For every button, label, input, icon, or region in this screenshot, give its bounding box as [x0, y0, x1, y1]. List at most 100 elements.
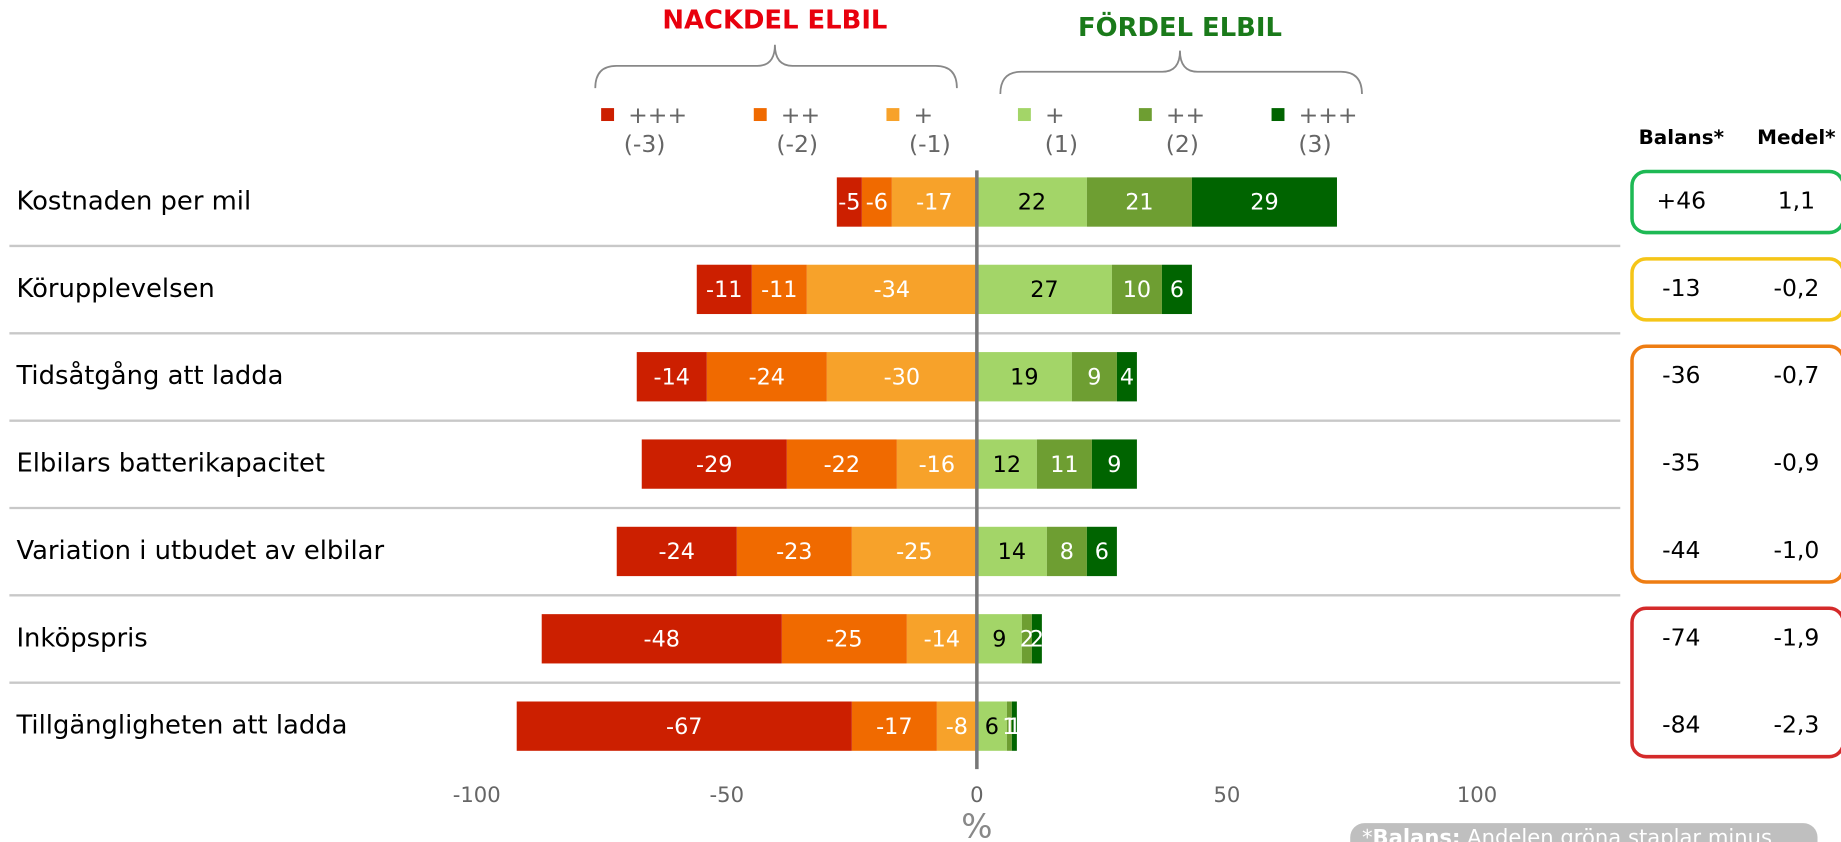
data-label: -25 — [826, 626, 862, 652]
data-label: 9 — [992, 626, 1006, 652]
data-label: -17 — [876, 714, 912, 740]
legend-swatch — [1138, 108, 1152, 122]
bar-segment — [1011, 701, 1017, 751]
bar-segment — [696, 264, 752, 315]
bar-segment — [1006, 701, 1012, 751]
legend-code: (-3) — [624, 130, 666, 158]
category-label: Tillgängligheten att ladda — [15, 711, 347, 741]
legend-swatch — [753, 108, 767, 122]
bar-segment — [1086, 526, 1117, 577]
bar-segment — [1116, 352, 1137, 402]
category-label: Variation i utbudet av elbilar — [16, 536, 384, 566]
bar-segment — [751, 264, 807, 315]
data-label: 4 — [1120, 364, 1134, 390]
group-box — [1630, 257, 1841, 322]
bar-segment — [1021, 614, 1032, 664]
mean-value: -2,3 — [1773, 711, 1819, 739]
data-label: -5 — [838, 190, 860, 216]
legend-code: (-2) — [776, 130, 818, 158]
legend-swatch — [1271, 108, 1285, 122]
mean-header: Medel* — [1757, 125, 1836, 149]
data-label: -48 — [644, 626, 680, 652]
bar-segment — [616, 526, 737, 577]
bar-segment — [976, 352, 1072, 402]
note-box — [1350, 823, 1818, 842]
data-label: 10 — [1123, 277, 1151, 303]
data-label: 14 — [998, 539, 1026, 565]
bar-segment — [851, 526, 977, 577]
x-tick-label: -100 — [453, 782, 501, 807]
data-label: -30 — [884, 364, 920, 390]
brace — [999, 50, 1363, 95]
bar-segment — [706, 352, 827, 402]
mean-value: -1,0 — [1773, 536, 1819, 564]
note: *Balans: Andelen gröna staplar minus — [1362, 824, 1772, 842]
category-label: Kostnaden per mil — [16, 187, 251, 217]
mean-value: -0,9 — [1773, 449, 1819, 477]
bar-segment — [976, 264, 1112, 315]
data-label: 22 — [1018, 190, 1046, 216]
legend-code: (3) — [1298, 130, 1331, 158]
bar-segment — [891, 177, 977, 227]
bar-segment — [851, 701, 937, 751]
x-tick-label: 0 — [970, 782, 983, 807]
legend-label: + — [913, 101, 933, 129]
bar-segment — [1031, 614, 1042, 664]
bar-segment — [936, 701, 977, 751]
data-label: -23 — [776, 539, 812, 565]
bar-segment — [1046, 526, 1087, 577]
legend-label: ++ — [781, 101, 820, 129]
bar-segment — [976, 701, 1007, 751]
data-label: 12 — [993, 452, 1021, 478]
legend-code: (-1) — [909, 130, 951, 158]
brace — [594, 44, 958, 89]
x-axis-label: % — [961, 806, 992, 842]
balance-value: +46 — [1657, 187, 1707, 215]
bar-segment — [781, 614, 907, 664]
data-label: -34 — [874, 277, 910, 303]
legend-swatch — [1017, 108, 1031, 122]
data-label: 1 — [1007, 714, 1021, 740]
bar-segment — [806, 264, 977, 315]
note-text: Andelen gröna staplar minus — [1460, 824, 1772, 842]
bar-segment — [906, 614, 977, 664]
data-label: -29 — [696, 452, 732, 478]
data-label: 6 — [1170, 277, 1184, 303]
data-label: -6 — [866, 190, 888, 216]
group-box — [1630, 344, 1841, 584]
bar-segment — [1086, 177, 1192, 227]
data-label: -11 — [761, 277, 797, 303]
mean-value: 1,1 — [1778, 187, 1815, 215]
balance-value: -13 — [1662, 274, 1700, 302]
bar-segment — [641, 439, 787, 489]
data-label: 21 — [1125, 190, 1153, 216]
bar-segment — [861, 177, 892, 227]
legend-label: + — [1045, 101, 1065, 129]
bar-segment — [1091, 439, 1137, 489]
bar-segment — [1161, 264, 1192, 315]
category-label: Elbilars batterikapacitet — [16, 449, 325, 479]
bar-segment — [896, 439, 977, 489]
bar-segment — [836, 177, 862, 227]
balance-value: -36 — [1662, 361, 1700, 389]
data-label: -14 — [924, 626, 960, 652]
data-label: -24 — [659, 539, 695, 565]
note-bold: Balans: — [1373, 824, 1461, 842]
bar-segment — [976, 439, 1037, 489]
data-label: -22 — [824, 452, 860, 478]
data-label: 6 — [985, 714, 999, 740]
negative-header: NACKDEL ELBIL — [662, 6, 887, 36]
bar-segment — [1036, 439, 1092, 489]
bar-segment — [636, 352, 707, 402]
bar-segment — [541, 614, 782, 664]
data-label: 2 — [1020, 626, 1034, 652]
note-prefix: * — [1362, 824, 1373, 842]
data-label: -25 — [896, 539, 932, 565]
data-label: 9 — [1087, 364, 1101, 390]
x-tick-label: 100 — [1457, 782, 1497, 807]
group-box — [1630, 169, 1841, 235]
balance-value: -44 — [1662, 536, 1700, 564]
data-label: 8 — [1060, 539, 1074, 565]
